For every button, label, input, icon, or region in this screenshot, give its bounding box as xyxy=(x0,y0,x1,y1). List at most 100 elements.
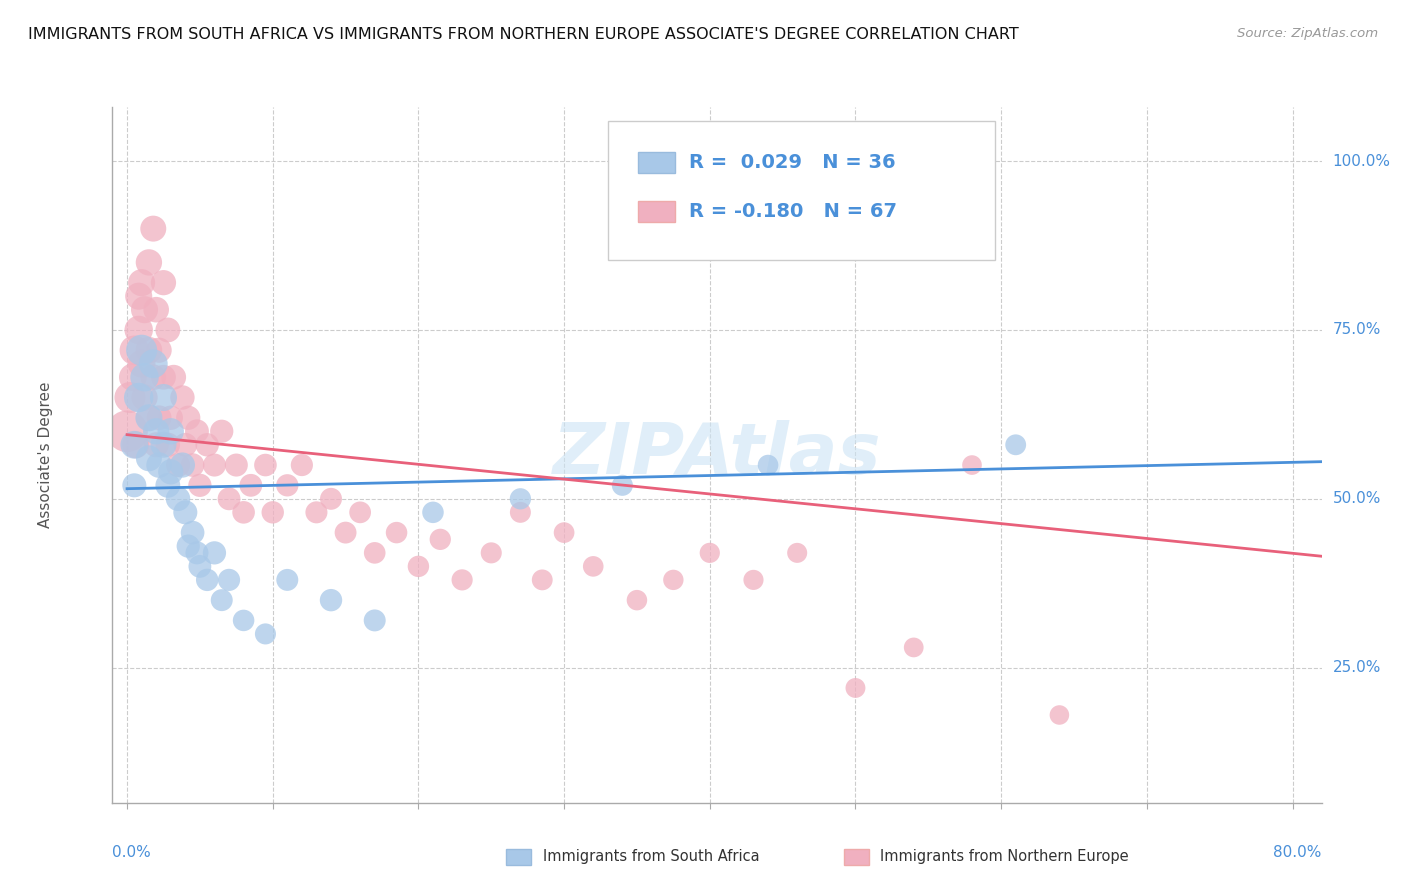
Point xyxy=(349,505,371,519)
Point xyxy=(142,221,165,235)
Point xyxy=(582,559,605,574)
Point xyxy=(177,539,200,553)
Point xyxy=(122,370,145,384)
Point xyxy=(291,458,314,472)
Point xyxy=(509,491,531,506)
Point xyxy=(115,424,138,438)
Point xyxy=(276,478,298,492)
Point xyxy=(232,614,254,628)
Point xyxy=(128,289,150,303)
Point xyxy=(186,546,208,560)
Point xyxy=(148,410,170,425)
Point xyxy=(156,323,179,337)
Point xyxy=(903,640,925,655)
Point xyxy=(429,533,451,547)
Point xyxy=(138,451,160,466)
Text: Immigrants from South Africa: Immigrants from South Africa xyxy=(543,849,759,863)
Point xyxy=(156,438,179,452)
Point xyxy=(174,438,197,452)
Point xyxy=(148,343,170,358)
Point xyxy=(699,546,721,560)
Point xyxy=(145,302,167,317)
Point xyxy=(254,627,277,641)
Point xyxy=(181,525,204,540)
Point xyxy=(142,370,165,384)
Text: Associate's Degree: Associate's Degree xyxy=(38,382,53,528)
Text: 75.0%: 75.0% xyxy=(1333,322,1381,337)
Point xyxy=(134,370,156,384)
Point xyxy=(232,505,254,519)
Point xyxy=(262,505,284,519)
Point xyxy=(167,458,190,472)
Point xyxy=(138,410,160,425)
Point xyxy=(225,458,247,472)
Point xyxy=(131,343,153,358)
Point xyxy=(131,357,153,371)
Point xyxy=(152,438,174,452)
Point xyxy=(134,302,156,317)
Point xyxy=(422,505,444,519)
Text: R = -0.180   N = 67: R = -0.180 N = 67 xyxy=(689,202,897,221)
Point xyxy=(276,573,298,587)
Point xyxy=(142,357,165,371)
Point xyxy=(134,391,156,405)
Point xyxy=(177,410,200,425)
Point xyxy=(742,573,765,587)
Point xyxy=(385,525,408,540)
Point xyxy=(844,681,866,695)
Text: 25.0%: 25.0% xyxy=(1333,660,1381,675)
Point xyxy=(254,458,277,472)
Point xyxy=(128,323,150,337)
Point xyxy=(364,614,387,628)
Point xyxy=(156,478,179,492)
Point xyxy=(364,546,387,560)
Point xyxy=(124,478,146,492)
Point xyxy=(218,573,240,587)
Point xyxy=(211,593,233,607)
Point xyxy=(138,410,160,425)
Point xyxy=(138,255,160,269)
Point xyxy=(204,458,226,472)
Point xyxy=(145,438,167,452)
Point xyxy=(125,438,148,452)
Point xyxy=(138,343,160,358)
Point xyxy=(626,593,648,607)
Point xyxy=(195,438,218,452)
Point xyxy=(204,546,226,560)
Point xyxy=(159,410,181,425)
Text: R =  0.029   N = 36: R = 0.029 N = 36 xyxy=(689,153,896,172)
Point xyxy=(124,343,146,358)
Point xyxy=(662,573,685,587)
Point xyxy=(174,505,197,519)
Point xyxy=(211,424,233,438)
Point xyxy=(239,478,262,492)
Point xyxy=(128,391,150,405)
Point xyxy=(319,491,342,506)
Text: Source: ZipAtlas.com: Source: ZipAtlas.com xyxy=(1237,27,1378,40)
Text: 80.0%: 80.0% xyxy=(1274,845,1322,860)
Point xyxy=(163,370,186,384)
Point xyxy=(1047,708,1070,723)
Point xyxy=(124,438,146,452)
Point xyxy=(188,559,211,574)
Text: Immigrants from Northern Europe: Immigrants from Northern Europe xyxy=(880,849,1129,863)
Text: IMMIGRANTS FROM SOUTH AFRICA VS IMMIGRANTS FROM NORTHERN EUROPE ASSOCIATE'S DEGR: IMMIGRANTS FROM SOUTH AFRICA VS IMMIGRAN… xyxy=(28,27,1019,42)
Point xyxy=(159,424,181,438)
Point xyxy=(152,370,174,384)
Text: ZIPAtlas: ZIPAtlas xyxy=(553,420,882,490)
Point xyxy=(531,573,554,587)
Point xyxy=(148,458,170,472)
Text: 50.0%: 50.0% xyxy=(1333,491,1381,507)
Point xyxy=(756,458,779,472)
Point xyxy=(181,458,204,472)
Point xyxy=(152,391,174,405)
Point xyxy=(786,546,808,560)
FancyBboxPatch shape xyxy=(638,201,675,222)
Point xyxy=(159,465,181,479)
Point xyxy=(1004,438,1026,452)
Point xyxy=(451,573,474,587)
FancyBboxPatch shape xyxy=(638,153,675,173)
Point xyxy=(188,478,211,492)
Point xyxy=(960,458,983,472)
Point xyxy=(479,546,502,560)
